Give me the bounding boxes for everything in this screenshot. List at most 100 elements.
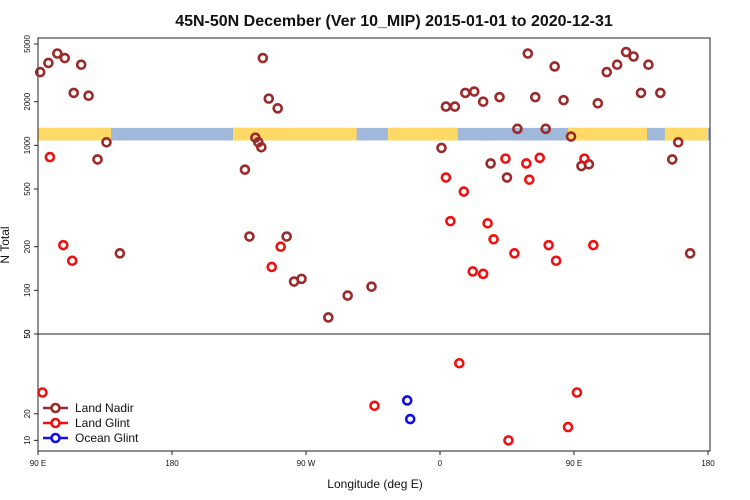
point-land-glint	[454, 357, 465, 369]
point-land-nadir	[549, 61, 560, 72]
lower-y-axis: 10 20 50	[23, 329, 38, 445]
point-land-glint	[445, 215, 456, 227]
land-band-segment	[568, 127, 647, 141]
point-land-nadir	[83, 90, 94, 102]
point-ocean-glint	[401, 395, 413, 406]
point-land-glint	[534, 152, 546, 164]
upper-y-tick-label: 200	[23, 239, 32, 253]
point-land-glint	[482, 218, 493, 229]
point-land-nadir	[59, 52, 71, 64]
upper-y-tick-label: 1000	[23, 136, 32, 154]
point-land-nadir	[342, 290, 353, 301]
point-land-nadir	[485, 158, 496, 169]
point-land-nadir	[655, 87, 666, 99]
point-land-glint	[275, 241, 286, 253]
point-land-glint	[588, 239, 599, 251]
point-land-nadir	[296, 273, 307, 285]
point-land-nadir	[323, 312, 334, 323]
point-land-nadir	[281, 231, 292, 242]
legend-label-land-nadir: Land Nadir	[75, 401, 134, 415]
point-land-nadir	[666, 154, 678, 165]
upper-y-tick-label: 500	[23, 182, 32, 196]
point-land-glint	[458, 186, 470, 197]
point-land-nadir	[68, 87, 80, 99]
point-land-nadir	[366, 281, 377, 292]
point-land-nadir	[684, 248, 696, 259]
point-land-glint	[467, 266, 479, 277]
legend-marker-land-nadir	[50, 402, 61, 414]
point-land-glint	[44, 151, 56, 163]
land-band-segment	[233, 127, 357, 141]
point-land-nadir	[540, 123, 552, 135]
point-land-nadir	[620, 46, 632, 58]
point-land-nadir	[672, 136, 684, 148]
point-land-nadir	[611, 59, 623, 70]
point-land-glint	[440, 172, 452, 183]
point-land-nadir	[501, 172, 513, 183]
point-land-glint	[543, 239, 554, 251]
point-land-nadir	[601, 66, 613, 78]
point-land-glint	[509, 248, 520, 259]
x-tick-label: 90 E	[566, 459, 582, 468]
point-land-nadir	[635, 87, 647, 99]
lower-y-tick-label: 50	[23, 329, 32, 338]
point-land-nadir	[468, 86, 480, 97]
point-ocean-glint	[404, 413, 416, 425]
data-points	[34, 46, 696, 446]
upper-y-tick-label: 5000	[23, 35, 32, 53]
x-axis: 90 E 180 90 W 0 90 E 180	[30, 451, 715, 468]
point-land-nadir	[257, 52, 269, 64]
point-land-glint	[37, 387, 48, 398]
point-land-glint	[503, 435, 514, 446]
point-land-glint	[58, 239, 69, 251]
point-land-nadir	[529, 91, 541, 103]
point-land-glint	[524, 174, 535, 185]
point-land-nadir	[52, 48, 63, 59]
point-land-nadir	[460, 87, 471, 99]
point-land-nadir	[244, 231, 255, 242]
legend-label-ocean-glint: Ocean Glint	[75, 431, 139, 445]
point-land-glint	[571, 387, 583, 398]
point-land-nadir	[449, 101, 461, 112]
point-land-nadir	[256, 141, 267, 153]
point-land-nadir	[477, 96, 489, 108]
lower-panel-frame	[37, 333, 711, 452]
land-band-segment	[387, 127, 458, 141]
point-land-glint	[562, 421, 574, 433]
land-band-segment	[38, 127, 111, 141]
legend-label-land-glint: Land Glint	[75, 416, 130, 430]
point-land-nadir	[272, 103, 284, 114]
legend-marker-ocean-glint	[50, 432, 61, 444]
point-land-nadir	[592, 97, 604, 109]
chart-title: 45N-50N December (Ver 10_MIP) 2015-01-01…	[175, 13, 613, 30]
x-tick-label: 0	[438, 459, 443, 468]
point-land-nadir	[512, 123, 523, 135]
upper-y-tick-label: 50	[23, 329, 32, 338]
point-land-glint	[369, 400, 380, 412]
point-land-nadir	[43, 57, 54, 69]
point-land-glint	[579, 153, 590, 164]
upper-y-tick-label: 100	[23, 283, 32, 297]
point-land-nadir	[34, 66, 46, 78]
point-land-glint	[550, 255, 562, 267]
point-land-nadir	[558, 94, 569, 106]
point-land-nadir	[436, 142, 447, 154]
point-land-nadir	[239, 164, 251, 175]
land-band-segment	[664, 127, 708, 141]
point-land-nadir	[565, 131, 577, 142]
legend-marker-land-glint	[50, 417, 61, 429]
point-land-nadir	[114, 248, 126, 259]
point-land-nadir	[263, 93, 275, 104]
point-land-glint	[477, 268, 489, 280]
point-land-glint	[500, 153, 511, 164]
point-land-nadir	[92, 154, 103, 165]
point-land-nadir	[75, 59, 87, 70]
upper-y-tick-label: 2000	[23, 92, 32, 110]
point-land-nadir	[643, 59, 654, 70]
point-land-nadir	[522, 48, 534, 59]
y-axis-label: N Total	[0, 226, 12, 263]
point-land-nadir	[440, 101, 452, 112]
x-tick-label: 90 E	[30, 459, 46, 468]
lower-y-tick-label: 20	[23, 409, 32, 418]
